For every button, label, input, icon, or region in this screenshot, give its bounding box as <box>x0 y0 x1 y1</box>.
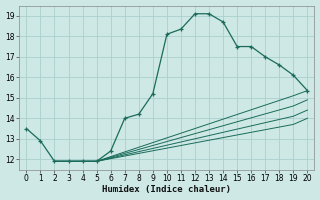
X-axis label: Humidex (Indice chaleur): Humidex (Indice chaleur) <box>102 185 231 194</box>
